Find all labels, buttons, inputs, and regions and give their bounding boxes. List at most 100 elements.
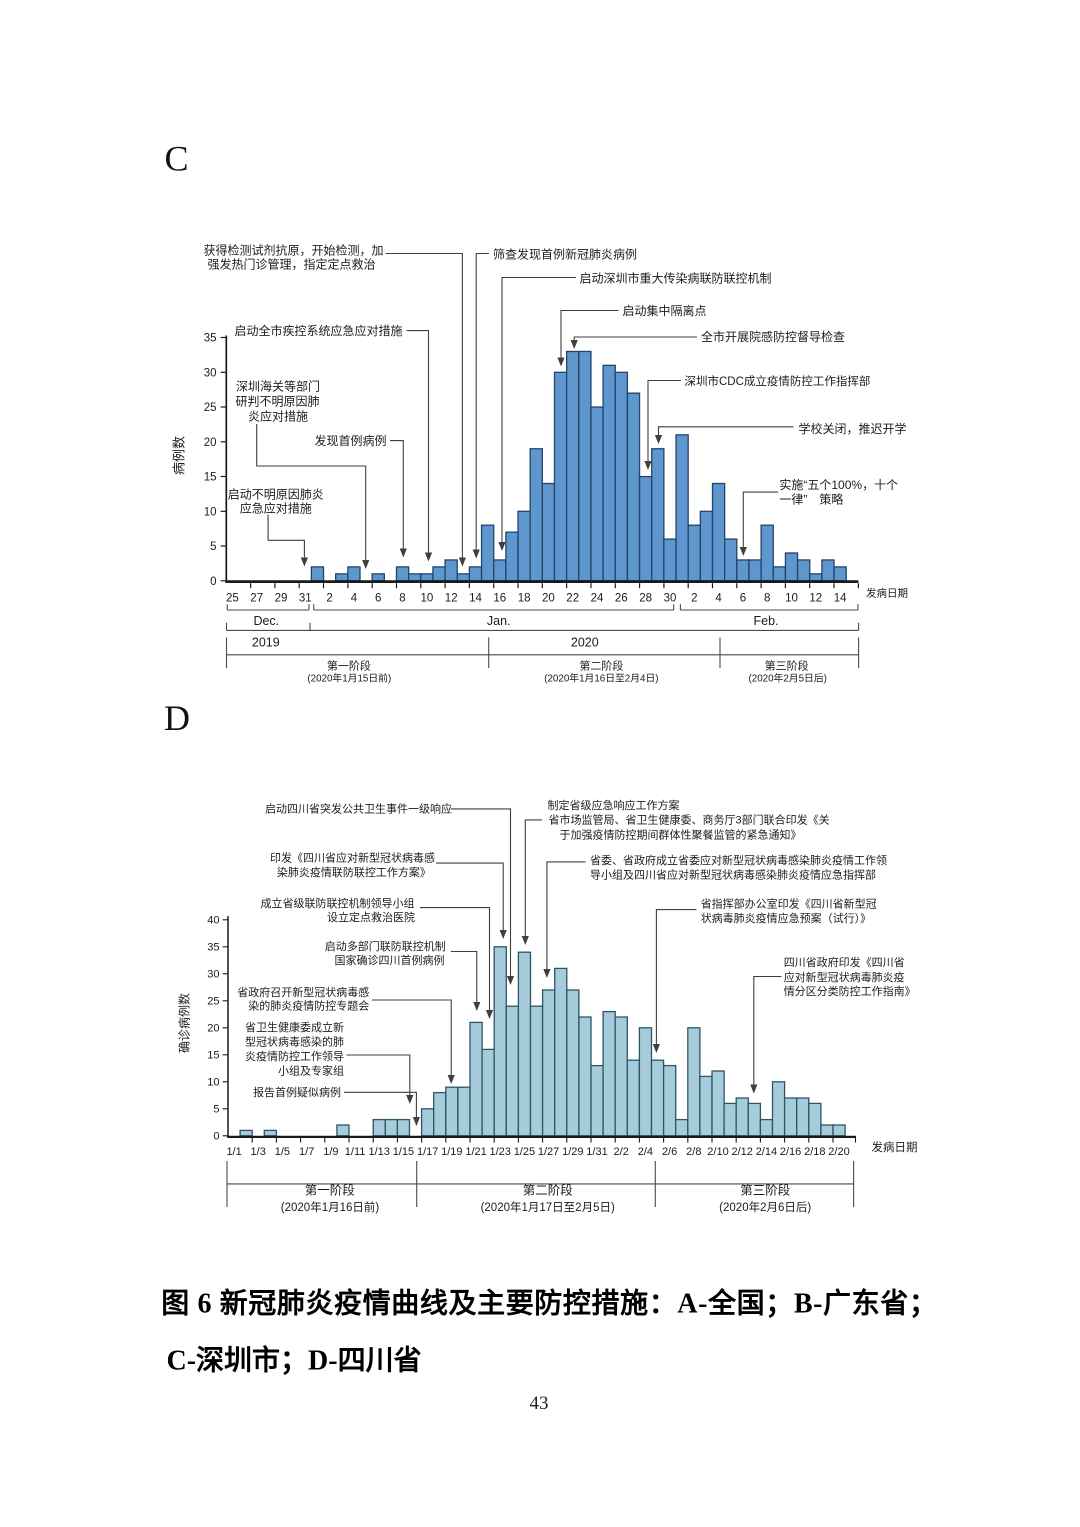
svg-text:26: 26 [615, 593, 628, 605]
svg-text:四川省政府印发《四川省: 四川省政府印发《四川省 [784, 955, 905, 969]
svg-text:于加强疫情防控期间群体性聚餐监管的紧急通知》: 于加强疫情防控期间群体性聚餐监管的紧急通知》 [560, 828, 802, 842]
svg-text:(2020年1月16日前): (2020年1月16日前) [281, 1200, 380, 1214]
svg-text:深圳海关等部门: 深圳海关等部门 [236, 379, 320, 394]
svg-text:第三阶段: 第三阶段 [765, 658, 809, 672]
svg-text:病例数: 病例数 [172, 436, 187, 475]
svg-text:22: 22 [566, 593, 579, 605]
svg-text:图 6 新冠肺炎疫情曲线及主要防控措施：A-全国；B-广东省: 图 6 新冠肺炎疫情曲线及主要防控措施：A-全国；B-广东省； [161, 1287, 937, 1320]
svg-text:(2020年1月17日至2月5日): (2020年1月17日至2月5日) [481, 1200, 615, 1214]
svg-text:5: 5 [213, 1104, 219, 1116]
svg-text:25: 25 [226, 593, 239, 605]
svg-text:Feb.: Feb. [753, 614, 778, 628]
svg-text:2/18: 2/18 [804, 1146, 825, 1158]
svg-text:1/1: 1/1 [226, 1146, 241, 1158]
svg-text:省卫生健康委成立新: 省卫生健康委成立新 [245, 1020, 344, 1034]
svg-text:省市场监管局、省卫生健康委、商务厅3部门联合印发《关: 省市场监管局、省卫生健康委、商务厅3部门联合印发《关 [549, 813, 830, 827]
svg-text:40: 40 [207, 915, 219, 927]
svg-text:27: 27 [250, 593, 263, 605]
svg-text:强发热门诊管理，指定定点救治: 强发热门诊管理，指定定点救治 [207, 256, 375, 271]
svg-text:染肺炎疫情联防联控工作方案》: 染肺炎疫情联防联控工作方案》 [277, 865, 431, 879]
svg-text:25: 25 [207, 996, 219, 1008]
svg-text:印发《四川省应对新型冠状病毒感: 印发《四川省应对新型冠状病毒感 [270, 851, 435, 865]
svg-text:35: 35 [204, 333, 217, 345]
svg-text:D: D [164, 698, 190, 738]
svg-text:16: 16 [493, 593, 506, 605]
svg-text:第三阶段: 第三阶段 [740, 1182, 790, 1197]
svg-text:43: 43 [530, 1393, 549, 1414]
svg-text:1/21: 1/21 [465, 1146, 486, 1158]
svg-text:应急应对措施: 应急应对措施 [240, 500, 312, 515]
svg-text:30: 30 [207, 969, 219, 981]
svg-text:省政府召开新型冠状病毒感: 省政府召开新型冠状病毒感 [237, 985, 369, 999]
svg-text:2/10: 2/10 [707, 1146, 728, 1158]
svg-text:2020: 2020 [571, 635, 599, 649]
svg-text:1/23: 1/23 [489, 1146, 510, 1158]
svg-text:1/19: 1/19 [441, 1146, 462, 1158]
svg-text:导小组及四川省应对新型冠状病毒感染肺炎疫情应急指挥部: 导小组及四川省应对新型冠状病毒感染肺炎疫情应急指挥部 [590, 868, 876, 882]
svg-text:2/12: 2/12 [731, 1146, 752, 1158]
svg-text:14: 14 [469, 593, 482, 605]
svg-text:(2020年2月6日后): (2020年2月6日后) [719, 1200, 811, 1214]
svg-text:8: 8 [764, 593, 770, 605]
svg-text:1/5: 1/5 [275, 1146, 290, 1158]
svg-text:0: 0 [213, 1131, 219, 1143]
svg-text:应对新型冠状病毒肺炎疫: 应对新型冠状病毒肺炎疫 [784, 970, 905, 984]
svg-text:染的肺炎疫情防控专题会: 染的肺炎疫情防控专题会 [248, 999, 369, 1013]
svg-text:2019: 2019 [252, 635, 280, 649]
svg-text:C: C [165, 139, 189, 179]
svg-text:型冠状病毒感染的肺: 型冠状病毒感染的肺 [245, 1035, 344, 1049]
svg-text:第二阶段: 第二阶段 [579, 658, 623, 672]
svg-text:29: 29 [275, 593, 288, 605]
svg-text:启动四川省突发公共卫生事件一级响应: 启动四川省突发公共卫生事件一级响应 [265, 802, 452, 816]
svg-text:启动集中隔离点: 启动集中隔离点 [623, 303, 707, 318]
svg-text:成立省级联防联控机制领导小组: 成立省级联防联控机制领导小组 [261, 896, 415, 910]
svg-text:设立定点救治医院: 设立定点救治医院 [327, 910, 415, 924]
svg-text:确诊病例数: 确诊病例数 [177, 993, 192, 1053]
svg-text:1/11: 1/11 [345, 1146, 366, 1158]
svg-text:4: 4 [715, 593, 722, 605]
svg-text:发现首例病例: 发现首例病例 [314, 433, 386, 448]
svg-text:20: 20 [542, 593, 555, 605]
svg-text:2/20: 2/20 [828, 1146, 849, 1158]
svg-text:1/29: 1/29 [562, 1146, 583, 1158]
svg-text:15: 15 [204, 472, 217, 484]
svg-text:1/9: 1/9 [323, 1146, 338, 1158]
svg-text:6: 6 [740, 593, 746, 605]
svg-text:状病毒肺炎疫情应急预案（试行）》: 状病毒肺炎疫情应急预案（试行）》 [701, 911, 872, 925]
svg-text:2/6: 2/6 [662, 1146, 677, 1158]
svg-text:20: 20 [204, 437, 217, 449]
svg-text:10: 10 [204, 506, 217, 518]
svg-text:省委、省政府成立省委应对新型冠状病毒感染肺炎疫情工作领: 省委、省政府成立省委应对新型冠状病毒感染肺炎疫情工作领 [590, 853, 887, 867]
svg-text:20: 20 [207, 1023, 219, 1035]
svg-text:1/25: 1/25 [514, 1146, 535, 1158]
svg-text:学校关闭，推迟开学: 学校关闭，推迟开学 [799, 421, 907, 436]
svg-text:启动深圳市重大传染病联防联控机制: 启动深圳市重大传染病联防联控机制 [580, 270, 772, 285]
svg-text:12: 12 [809, 593, 822, 605]
svg-text:第二阶段: 第二阶段 [523, 1182, 573, 1197]
svg-text:一律” 策略: 一律” 策略 [779, 491, 843, 506]
svg-text:4: 4 [351, 593, 358, 605]
svg-text:24: 24 [591, 593, 604, 605]
svg-text:10: 10 [421, 593, 434, 605]
svg-text:第一阶段: 第一阶段 [327, 658, 371, 672]
svg-text:1/31: 1/31 [586, 1146, 607, 1158]
svg-text:1/13: 1/13 [368, 1146, 389, 1158]
svg-text:研判不明原因肺: 研判不明原因肺 [235, 395, 319, 409]
svg-text:启动全市疾控系统应急应对措施: 启动全市疾控系统应急应对措施 [234, 323, 402, 338]
svg-text:1/7: 1/7 [299, 1146, 314, 1158]
svg-text:35: 35 [207, 942, 219, 954]
svg-text:30: 30 [664, 593, 677, 605]
svg-text:18: 18 [518, 593, 531, 605]
svg-text:发病日期: 发病日期 [872, 1140, 918, 1154]
svg-text:2/16: 2/16 [780, 1146, 801, 1158]
svg-text:2/8: 2/8 [686, 1146, 701, 1158]
svg-text:10: 10 [785, 593, 798, 605]
svg-text:筛查发现首例新冠肺炎病例: 筛查发现首例新冠肺炎病例 [493, 246, 637, 261]
svg-text:实施“五个100%，十个: 实施“五个100%，十个 [779, 477, 898, 492]
svg-text:2/2: 2/2 [614, 1146, 629, 1158]
svg-text:0: 0 [210, 576, 216, 588]
svg-text:2: 2 [691, 593, 697, 605]
svg-text:情分区分类防控工作指南》: 情分区分类防控工作指南》 [784, 984, 916, 998]
svg-text:(2020年1月15日前): (2020年1月15日前) [307, 672, 391, 685]
svg-text:制定省级应急响应工作方案: 制定省级应急响应工作方案 [548, 798, 680, 812]
